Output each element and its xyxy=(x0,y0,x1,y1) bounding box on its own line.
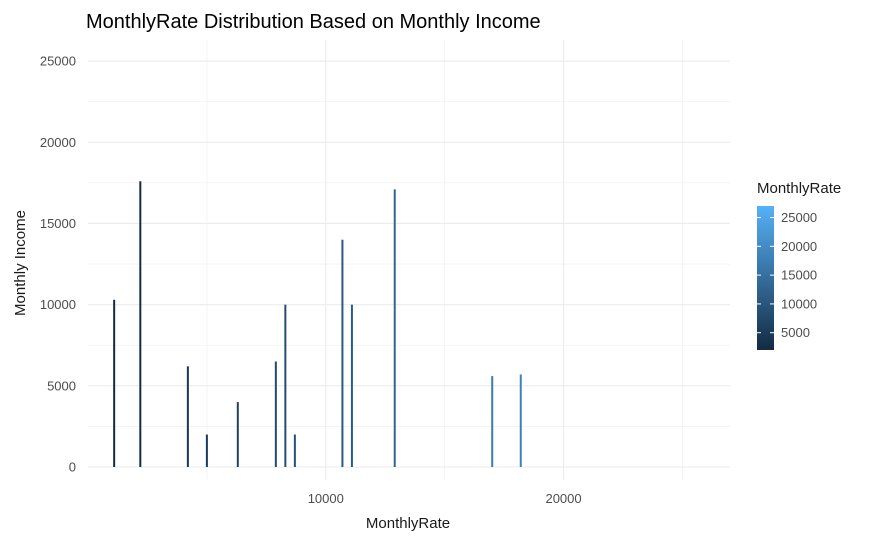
y-tick-label: 20000 xyxy=(40,135,76,150)
legend-tick-label: 5000 xyxy=(781,325,810,340)
bar xyxy=(491,376,494,468)
y-tick-label: 15000 xyxy=(40,216,76,231)
x-tick-label: 10000 xyxy=(308,491,344,506)
y-tick-label: 25000 xyxy=(40,54,76,69)
bar xyxy=(519,374,522,468)
color-legend: MonthlyRate 5000 10000 15000 20000 25000 xyxy=(757,180,841,350)
y-axis-ticks: 0 5000 10000 15000 20000 25000 xyxy=(40,54,76,475)
chart-title: MonthlyRate Distribution Based on Monthl… xyxy=(86,11,541,33)
legend-tick-label: 20000 xyxy=(781,239,817,254)
legend-colorbar xyxy=(757,206,774,350)
bar xyxy=(350,304,353,468)
legend-tick-label: 25000 xyxy=(781,210,817,225)
grid xyxy=(88,40,730,480)
x-axis-title: MonthlyRate xyxy=(366,515,450,532)
bar xyxy=(341,239,344,468)
x-axis-ticks: 10000 20000 xyxy=(308,491,582,506)
y-axis-title: Monthly Income xyxy=(12,210,29,316)
legend-tick-label: 10000 xyxy=(781,296,817,311)
bar xyxy=(284,304,287,468)
y-tick-label: 10000 xyxy=(40,297,76,312)
bar xyxy=(293,434,296,468)
legend-title: MonthlyRate xyxy=(757,180,841,197)
bar xyxy=(113,299,116,468)
bar xyxy=(236,402,239,468)
y-tick-label: 5000 xyxy=(47,378,76,393)
x-tick-label: 20000 xyxy=(545,491,581,506)
legend-ticks: 5000 10000 15000 20000 25000 xyxy=(757,210,817,340)
bar xyxy=(186,366,189,468)
bar xyxy=(274,361,277,468)
bar xyxy=(393,189,396,468)
legend-tick-label: 15000 xyxy=(781,268,817,283)
y-tick-label: 0 xyxy=(69,460,76,475)
bars xyxy=(113,181,522,468)
bar xyxy=(205,434,208,468)
bar xyxy=(139,181,142,468)
